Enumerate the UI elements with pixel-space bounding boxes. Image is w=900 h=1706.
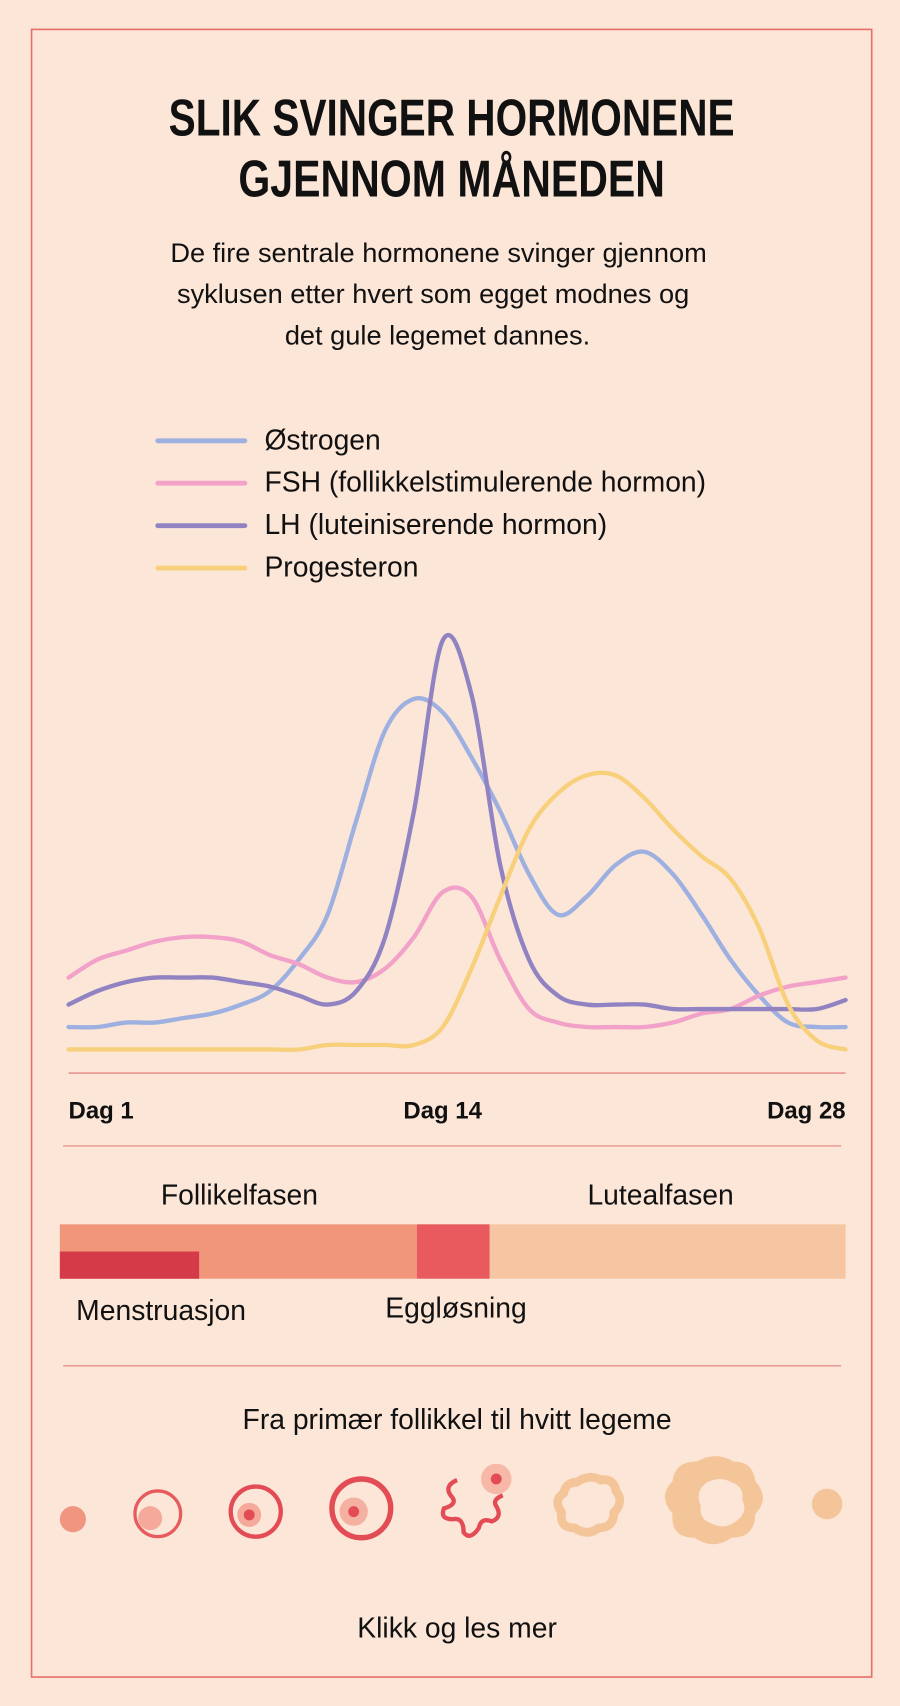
phase-bar bbox=[59, 1251, 200, 1279]
legend-label: FSH (follikkelstimulerende hormon) bbox=[264, 466, 706, 498]
legend-label: Progesteron bbox=[264, 551, 418, 583]
phase-label: Menstruasjon bbox=[76, 1294, 246, 1326]
follicle-icon bbox=[59, 1506, 86, 1533]
series-line bbox=[66, 770, 848, 1052]
title: SLIK SVINGER HORMONENE bbox=[169, 90, 735, 148]
legend-label: Østrogen bbox=[264, 423, 380, 455]
series-line bbox=[66, 632, 848, 1012]
follicle-title: Fra primær follikkel til hvitt legeme bbox=[243, 1403, 672, 1435]
x-tick-label: Dag 14 bbox=[403, 1098, 482, 1125]
x-tick-label: Dag 1 bbox=[69, 1098, 134, 1125]
series-line bbox=[66, 885, 848, 1030]
follicle-icon bbox=[228, 1484, 283, 1539]
legend-label: LH (luteiniserende hormon) bbox=[264, 508, 607, 540]
subtitle: De fire sentrale hormonene svinger gjenn… bbox=[170, 237, 707, 268]
phase-bar bbox=[489, 1224, 846, 1279]
phase-bar bbox=[416, 1224, 490, 1279]
follicle-icon bbox=[490, 1473, 502, 1485]
subtitle: det gule legemet dannes. bbox=[285, 320, 590, 351]
title: GJENNOM MÅNEDEN bbox=[238, 151, 665, 209]
follicle-icon bbox=[348, 1506, 360, 1518]
subtitle: syklusen etter hvert som egget modnes og bbox=[177, 278, 689, 309]
follicle-icon bbox=[698, 1478, 745, 1527]
phase-label: Eggløsning bbox=[385, 1292, 527, 1324]
follicle-icon bbox=[811, 1488, 843, 1520]
follicle-icon bbox=[440, 1478, 504, 1538]
follicle-icons bbox=[59, 1456, 843, 1545]
phase-label: Lutealfasen bbox=[587, 1179, 733, 1211]
follicle-icon bbox=[138, 1506, 163, 1531]
follicle-icon bbox=[133, 1489, 183, 1539]
series-line bbox=[66, 696, 848, 1030]
frame bbox=[30, 28, 873, 1678]
x-tick-label: Dag 28 bbox=[767, 1098, 846, 1125]
read-more-link[interactable]: Klikk og les mer bbox=[357, 1612, 557, 1644]
follicle-icon bbox=[329, 1476, 394, 1541]
follicle-icon bbox=[553, 1472, 625, 1537]
follicle-icon bbox=[243, 1509, 255, 1521]
phase-label: Follikelfasen bbox=[161, 1179, 318, 1211]
